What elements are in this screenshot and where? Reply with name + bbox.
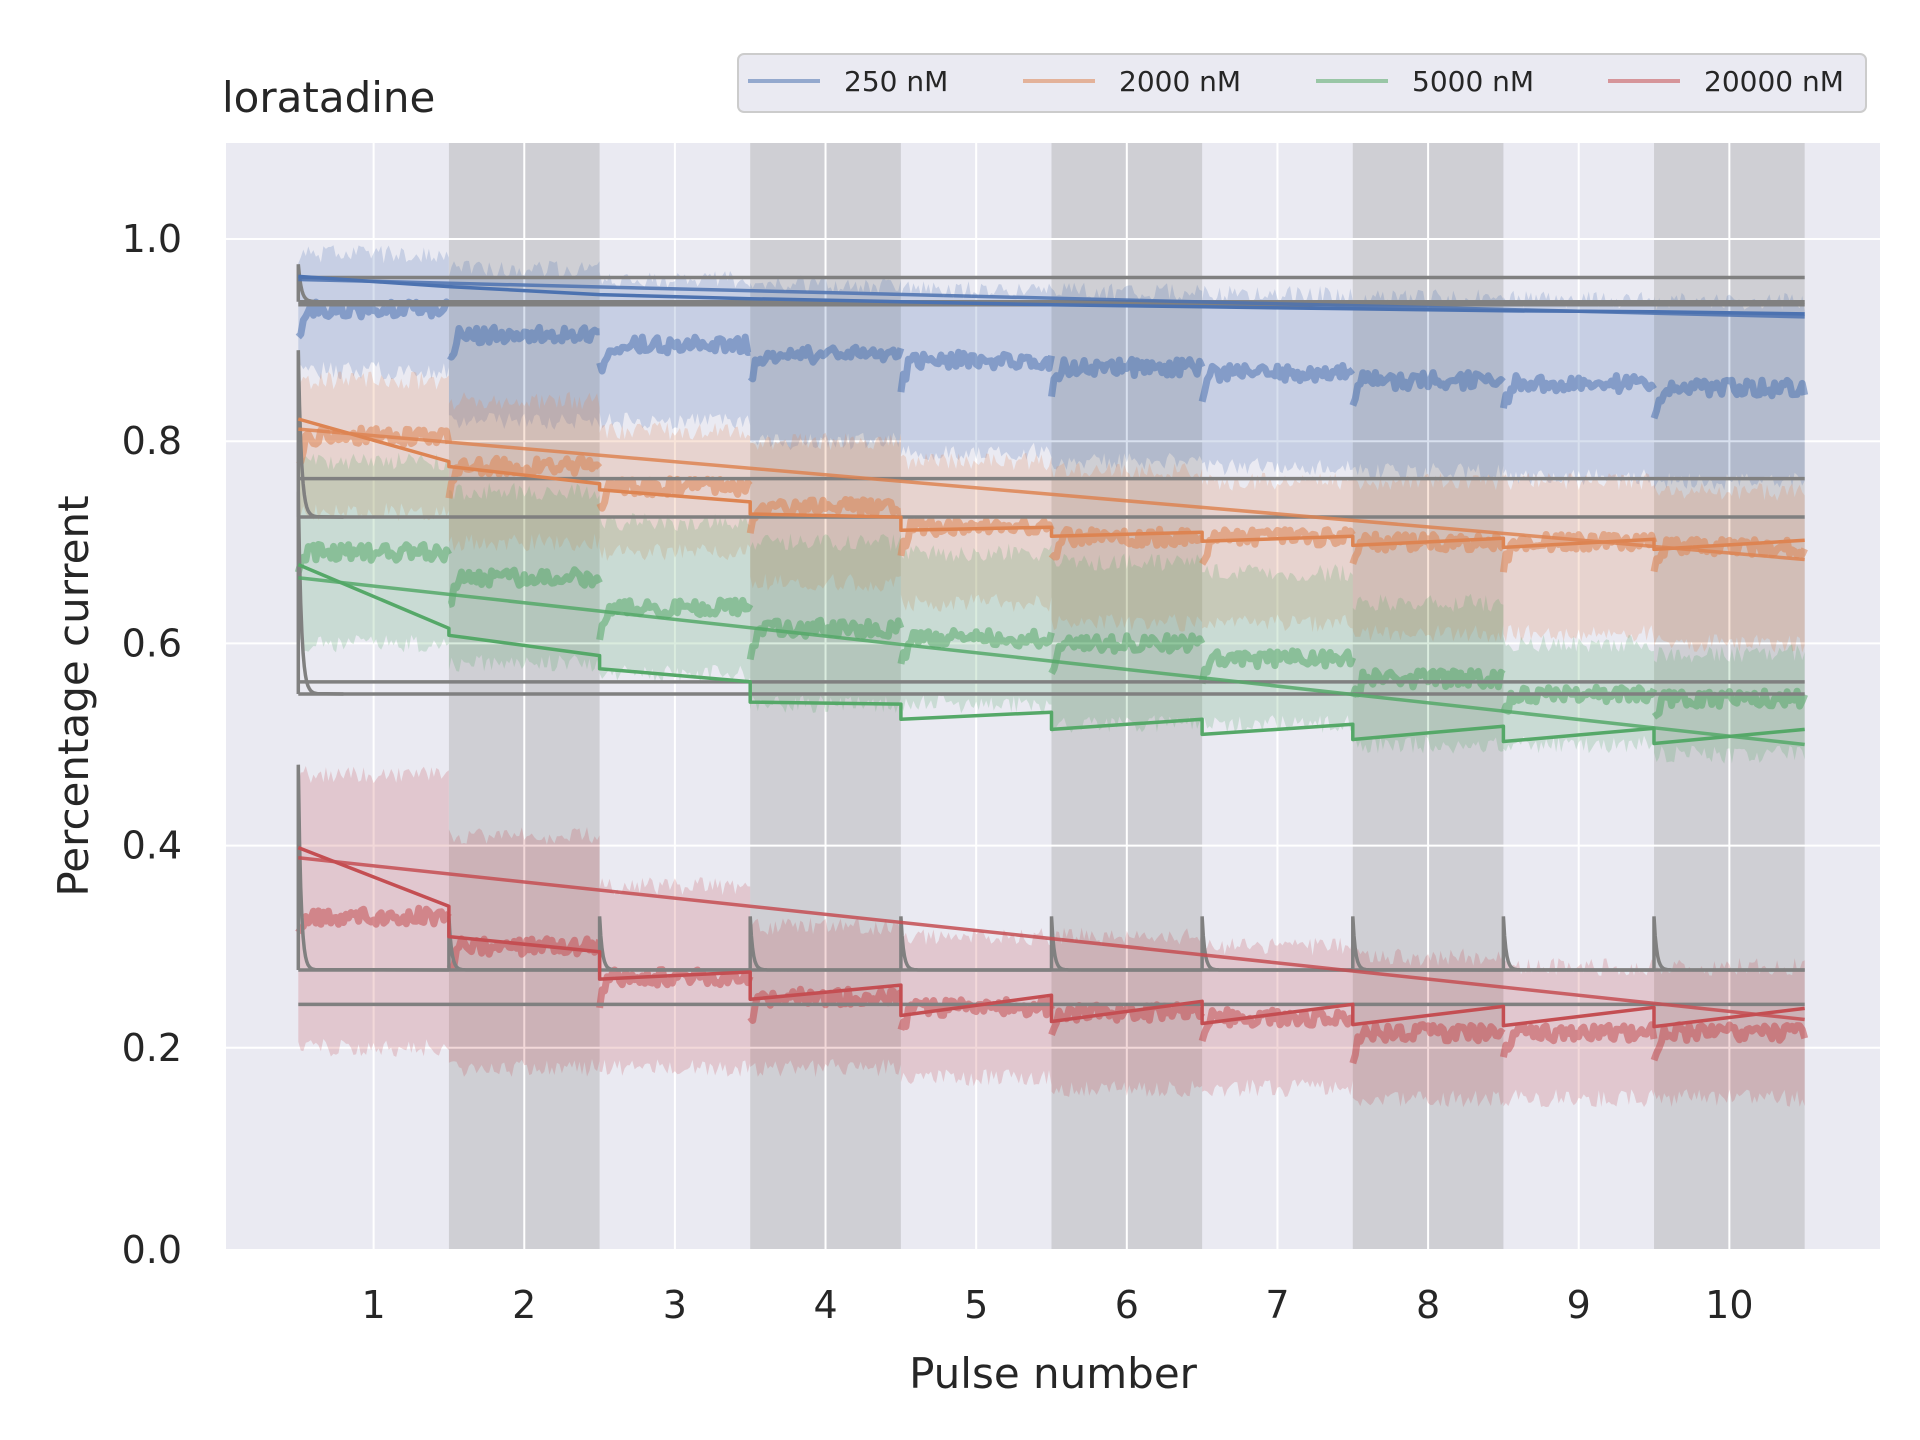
x-axis-label: Pulse number xyxy=(909,1349,1198,1398)
mean-5000-nm-pulse-2 xyxy=(447,566,603,608)
y-tick-label-0.0: 0.0 xyxy=(122,1228,182,1272)
mean-5000-nm-pulse-4 xyxy=(746,616,905,661)
mean-250-nm-pulse-7 xyxy=(1198,362,1356,403)
band-250-nm-pulse-5 xyxy=(900,281,1052,461)
mean-5000-nm-pulse-1 xyxy=(294,541,452,574)
band-2000-nm-pulse-9 xyxy=(1503,472,1654,642)
mean-20000-nm-pulse-9 xyxy=(1499,1021,1658,1058)
chart-title: loratadine xyxy=(222,73,435,122)
mean-250-nm-pulse-6 xyxy=(1048,355,1206,398)
mean-2000-nm-pulse-9 xyxy=(1499,531,1658,573)
band-5000-nm-pulse-4 xyxy=(750,533,901,713)
x-tick-label-3: 3 xyxy=(663,1283,687,1327)
mean-5000-nm-pulse-5 xyxy=(897,627,1055,665)
trend-2000-nm xyxy=(298,427,1805,562)
mean-250-nm-pulse-8 xyxy=(1349,369,1506,407)
legend: 250 nM 2000 nM 5000 nM 20000 nM xyxy=(737,53,1867,113)
mean-20000-nm-pulse-7 xyxy=(1198,1006,1354,1042)
x-tick-label-5: 5 xyxy=(964,1283,988,1327)
mean-250-nm-pulse-3 xyxy=(596,333,752,375)
x-ticks: 1 2 3 4 5 6 7 8 9 10 xyxy=(362,1283,1754,1327)
band-250-nm-pulse-6 xyxy=(1051,282,1203,470)
band-250-nm-pulse-4 xyxy=(750,275,901,451)
x-tick-label-4: 4 xyxy=(813,1283,837,1327)
mean-20000-nm-pulse-1 xyxy=(295,904,452,935)
trend-5000-nm xyxy=(298,575,1805,747)
legend-label-250-nm: 250 nM xyxy=(844,65,948,98)
mean-250-nm-pulse-10 xyxy=(1650,376,1809,420)
legend-label-2000-nm: 2000 nM xyxy=(1119,65,1241,98)
trend-250-nm xyxy=(298,277,1805,319)
transient-model-line xyxy=(296,764,1805,972)
mean-2000-nm-pulse-6 xyxy=(1048,525,1205,561)
y-tick-label-0.2: 0.2 xyxy=(122,1026,182,1070)
band-2000-nm-pulse-8 xyxy=(1352,473,1504,643)
legend-label-5000-nm: 5000 nM xyxy=(1412,65,1534,98)
mean-20000-nm-pulse-2 xyxy=(446,935,603,972)
band-5000-nm-pulse-3 xyxy=(599,513,751,683)
mean-5000-nm-pulse-3 xyxy=(596,596,754,641)
mean-2000-nm-pulse-1 xyxy=(296,424,453,466)
y-ticks: 0.0 0.2 0.4 0.6 0.8 1.0 xyxy=(122,217,182,1272)
reference-lines xyxy=(296,264,1805,1007)
band-5000-nm-pulse-7 xyxy=(1202,564,1353,733)
mean-250-nm-pulse-2 xyxy=(447,323,601,361)
y-tick-label-0.4: 0.4 xyxy=(122,824,182,868)
mean-2000-nm-pulse-8 xyxy=(1349,530,1506,565)
mean-2000-nm-pulse-4 xyxy=(746,496,902,534)
confidence-bands xyxy=(298,245,1805,1108)
legend-label-20000-nm: 20000 nM xyxy=(1704,65,1844,98)
fit-2000-nm xyxy=(297,417,1805,552)
first-transient-2 xyxy=(296,350,344,519)
y-tick-label-0.8: 0.8 xyxy=(122,419,182,463)
first-transient-3 xyxy=(296,491,344,696)
band-2000-nm-pulse-1 xyxy=(298,371,449,521)
first-transient-1 xyxy=(296,264,344,304)
mean-250-nm-pulse-9 xyxy=(1499,372,1657,409)
mean-2000-nm-pulse-2 xyxy=(445,454,603,499)
x-tick-label-2: 2 xyxy=(512,1283,536,1327)
mean-20000-nm-pulse-5 xyxy=(897,996,1055,1031)
fit-5000-nm xyxy=(297,562,1805,746)
band-250-nm-pulse-10 xyxy=(1654,292,1805,490)
band-2000-nm-pulse-10 xyxy=(1654,483,1805,653)
trend-20000-nm xyxy=(298,856,1805,1022)
legend-box xyxy=(737,53,1867,113)
mean-250-nm-pulse-5 xyxy=(897,348,1055,393)
mean-20000-nm-pulse-8 xyxy=(1349,1021,1506,1065)
x-tick-label-7: 7 xyxy=(1265,1283,1289,1327)
grid xyxy=(226,143,1880,1251)
band-250-nm-pulse-7 xyxy=(1202,285,1353,476)
x-tick-label-1: 1 xyxy=(362,1283,386,1327)
x-tick-label-8: 8 xyxy=(1416,1283,1440,1327)
x-tick-label-9: 9 xyxy=(1567,1283,1591,1327)
x-tick-label-6: 6 xyxy=(1115,1283,1139,1327)
mean-5000-nm-pulse-9 xyxy=(1500,683,1658,715)
fit-20000-nm xyxy=(297,845,1805,1029)
x-tick-label-10: 10 xyxy=(1705,1283,1753,1327)
y-tick-label-0.6: 0.6 xyxy=(122,621,182,665)
mean-5000-nm-pulse-6 xyxy=(1048,632,1206,675)
mean-5000-nm-pulse-7 xyxy=(1198,647,1357,685)
data-means xyxy=(294,298,1809,1065)
band-20000-nm-pulse-1 xyxy=(298,766,449,1057)
mean-250-nm-pulse-4 xyxy=(747,343,905,383)
y-axis-label: Percentage current xyxy=(49,495,98,896)
mean-2000-nm-pulse-7 xyxy=(1199,526,1356,566)
y-tick-label-1.0: 1.0 xyxy=(122,217,182,261)
fit-lines xyxy=(297,274,1805,1029)
band-2000-nm-pulse-7 xyxy=(1202,472,1353,633)
